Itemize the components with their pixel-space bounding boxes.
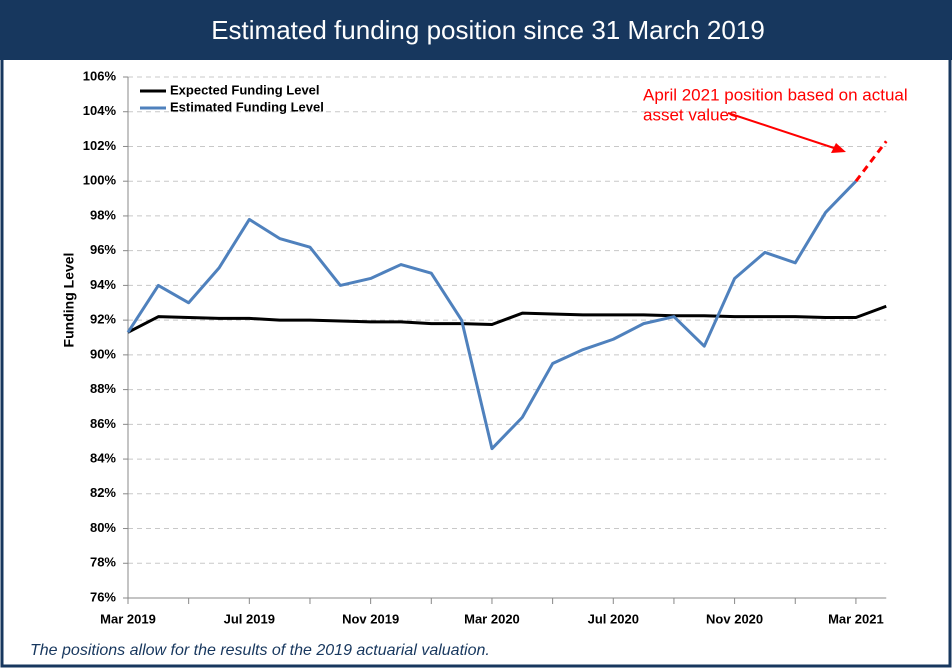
series-line bbox=[127, 304, 887, 334]
x-tick-label: Mar 2020 bbox=[464, 611, 520, 626]
y-tick-label: 88% bbox=[90, 381, 116, 396]
annotation: April 2021 position based on actual bbox=[643, 85, 908, 104]
y-tick-label: 84% bbox=[90, 451, 116, 466]
footnote: The positions allow for the results of t… bbox=[30, 642, 490, 659]
legend-label: Estimated Funding Level bbox=[170, 99, 324, 114]
y-axis-label: Funding Level bbox=[61, 253, 77, 348]
y-tick-label: 92% bbox=[90, 312, 116, 327]
chart-title: Estimated funding position since 31 Marc… bbox=[211, 15, 765, 45]
legend-label: Expected Funding Level bbox=[170, 82, 320, 97]
title-banner bbox=[0, 0, 952, 60]
y-tick-label: 86% bbox=[90, 416, 116, 431]
annotation-arrow bbox=[727, 112, 841, 151]
annotation: asset values bbox=[643, 105, 738, 124]
y-tick-label: 96% bbox=[90, 242, 116, 257]
x-tick-label: Nov 2020 bbox=[706, 611, 763, 626]
y-tick-label: 94% bbox=[90, 277, 116, 292]
x-tick-label: Nov 2019 bbox=[342, 611, 399, 626]
y-tick-label: 100% bbox=[83, 173, 117, 188]
y-tick-label: 76% bbox=[90, 589, 116, 604]
x-tick-label: Jul 2019 bbox=[224, 611, 275, 626]
y-tick-label: 78% bbox=[90, 555, 116, 570]
y-tick-label: 82% bbox=[90, 485, 116, 500]
series-line bbox=[126, 180, 857, 451]
x-tick-label: Mar 2021 bbox=[828, 611, 884, 626]
series-line bbox=[854, 140, 888, 183]
y-tick-label: 102% bbox=[83, 138, 117, 153]
y-tick-label: 106% bbox=[83, 68, 117, 83]
x-tick-label: Mar 2019 bbox=[100, 611, 156, 626]
y-tick-label: 98% bbox=[90, 207, 116, 222]
y-tick-label: 80% bbox=[90, 520, 116, 535]
y-tick-label: 90% bbox=[90, 346, 116, 361]
annotation-arrowhead bbox=[831, 143, 846, 153]
x-tick-label: Jul 2020 bbox=[588, 611, 639, 626]
y-tick-label: 104% bbox=[83, 103, 117, 118]
